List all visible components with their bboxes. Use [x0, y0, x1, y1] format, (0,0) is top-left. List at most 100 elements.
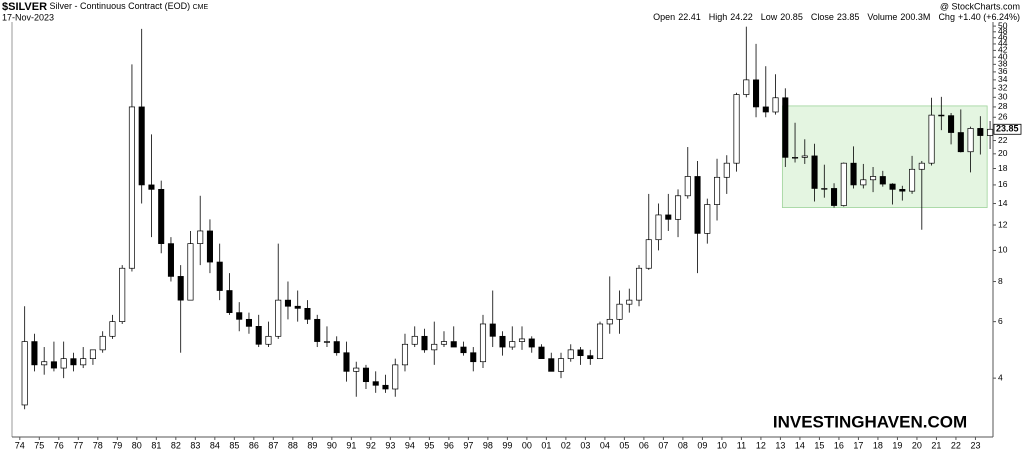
x-tick-label: 81: [151, 440, 161, 450]
quote-label: Close: [811, 12, 834, 22]
candle-body: [538, 346, 545, 360]
x-tick-label: 84: [210, 440, 220, 450]
x-tick-label: 04: [600, 440, 610, 450]
candle-body: [304, 307, 311, 320]
candle-body: [401, 343, 409, 366]
y-tick-label: 22: [998, 135, 1008, 145]
x-tick-label: 12: [756, 440, 766, 450]
candle-body: [938, 114, 945, 117]
quote-value: +1.40 (+6.24%): [958, 12, 1020, 22]
x-tick-label: 05: [619, 440, 629, 450]
y-tick-label: 8: [998, 276, 1003, 286]
candle-body: [528, 338, 535, 348]
candle-body: [31, 341, 38, 366]
candle-body: [821, 188, 828, 190]
y-tick-label: 18: [998, 163, 1008, 173]
x-tick-label: 95: [424, 440, 434, 450]
candle-body: [694, 176, 701, 234]
x-tick-label: 20: [912, 440, 922, 450]
y-tick-label: 32: [998, 83, 1008, 93]
x-tick-label: 18: [873, 440, 883, 450]
quote-value: 24.22: [730, 12, 753, 22]
candle-body: [850, 162, 857, 186]
candle-body: [948, 115, 955, 133]
y-tick-label: 10: [998, 245, 1008, 255]
quote-label: Low: [761, 12, 778, 22]
candle-body: [167, 243, 174, 277]
exchange: CME: [193, 4, 209, 11]
candle-body: [138, 106, 145, 186]
x-tick-label: 92: [366, 440, 376, 450]
quote-value: 20.85: [780, 12, 803, 22]
candle-body: [723, 162, 730, 178]
y-tick-label: 28: [998, 101, 1008, 111]
candle-body: [353, 367, 360, 372]
y-tick-label: 40: [998, 51, 1008, 61]
x-tick-label: 08: [678, 440, 688, 450]
candle-body: [762, 106, 769, 113]
x-tick-label: 79: [112, 440, 122, 450]
candle-body: [587, 355, 594, 360]
candle-body: [704, 204, 711, 234]
candle-body: [479, 323, 487, 363]
candle-body: [782, 97, 789, 158]
y-tick-label: 12: [998, 219, 1008, 229]
x-tick-label: 17: [853, 440, 863, 450]
quote-value: 22.41: [678, 12, 701, 22]
candle-body: [50, 361, 57, 369]
candle-body: [918, 162, 925, 170]
y-tick-label: 38: [998, 59, 1008, 69]
x-tick-label: 01: [541, 440, 551, 450]
candle-body: [792, 156, 799, 159]
candle-body: [255, 326, 262, 345]
candle-body: [382, 384, 389, 390]
candle-body: [60, 358, 67, 369]
candle-body: [977, 128, 984, 136]
candle-body: [41, 361, 48, 366]
candle-body: [870, 176, 877, 181]
x-tick-label: 23: [970, 440, 980, 450]
candle-body: [860, 179, 867, 186]
quote-value: 200.3M: [900, 12, 930, 22]
x-tick-label: 94: [405, 440, 415, 450]
y-tick-label: 16: [998, 179, 1008, 189]
candle-body: [577, 349, 584, 357]
x-tick-label: 16: [834, 440, 844, 450]
candle-body: [245, 318, 252, 327]
candle-body: [148, 184, 155, 190]
candle-body: [957, 132, 964, 153]
candle-body: [655, 214, 662, 241]
x-tick-label: 77: [73, 440, 83, 450]
candle-body: [518, 338, 526, 342]
x-tick-label: 22: [951, 440, 961, 450]
x-tick-label: 87: [268, 440, 278, 450]
x-tick-label: 98: [483, 440, 493, 450]
y-tick-label: 36: [998, 66, 1008, 76]
x-tick-label: 82: [171, 440, 181, 450]
candle-body: [236, 312, 243, 320]
candle-body: [431, 343, 438, 351]
candle-body: [333, 341, 340, 354]
y-tick-label: 20: [998, 148, 1008, 158]
quote-label: Open: [653, 12, 675, 22]
candle-body: [635, 267, 643, 301]
candle-body: [645, 239, 652, 269]
candle-body: [440, 341, 448, 345]
candle-body: [567, 349, 574, 360]
x-tick-label: 91: [346, 440, 356, 450]
candle-body: [450, 341, 457, 348]
x-tick-label: 78: [93, 440, 103, 450]
x-tick-label: 19: [892, 440, 902, 450]
y-tick-label: 26: [998, 112, 1008, 122]
x-tick-label: 06: [639, 440, 649, 450]
symbol: $SILVER: [2, 1, 47, 13]
candle-body: [109, 321, 116, 337]
candle-body: [284, 299, 291, 307]
x-tick-label: 93: [385, 440, 395, 450]
x-tick-label: 10: [717, 440, 727, 450]
x-tick-label: 85: [229, 440, 239, 450]
x-tick-label: 75: [34, 440, 44, 450]
x-tick-label: 90: [327, 440, 337, 450]
candle-body: [372, 381, 379, 386]
candle-body: [831, 188, 838, 206]
